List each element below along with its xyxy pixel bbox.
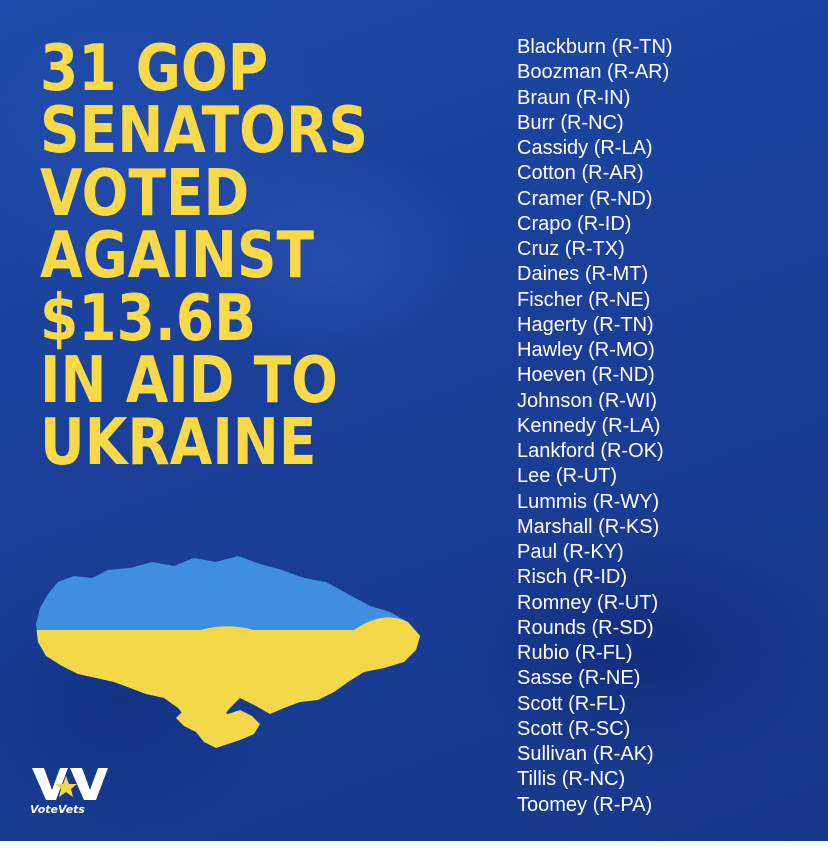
senator-item: Braun (R-IN)	[517, 86, 631, 109]
ukraine-flag-map-icon	[36, 556, 420, 748]
senator-item: Hoeven (R-ND)	[517, 364, 655, 387]
senator-item: Rounds (R-SD)	[517, 616, 654, 639]
senator-item: Daines (R-MT)	[517, 263, 649, 286]
senator-item: Lummis (R-WY)	[517, 490, 660, 513]
senator-item: Romney (R-UT)	[517, 591, 659, 614]
senator-item: Rubio (R-FL)	[517, 642, 633, 664]
senator-item: Sullivan (R-AK)	[517, 743, 654, 765]
senator-item: Lee (R-UT)	[517, 465, 618, 488]
logo-text: VoteVets	[30, 803, 85, 816]
headline: 31 GOP SENATORS VOTED AGAINST $13.6B IN …	[40, 32, 401, 481]
senator-item: Burr (R-NC)	[517, 111, 624, 134]
senator-item: Paul (R-KY)	[517, 541, 624, 563]
headline-line-7: UKRAINE	[40, 406, 317, 481]
senator-item: Hawley (R-MO)	[517, 339, 655, 361]
senator-item: Marshall (R-KS)	[517, 515, 660, 538]
votevets-logo: VoteVets	[30, 764, 120, 818]
headline-line-6: IN AID TO	[40, 344, 338, 419]
senator-item: Tillis (R-NC)	[517, 768, 626, 791]
headline-line-5: $13.6B	[40, 281, 257, 356]
senator-item: Cramer (R-ND)	[517, 187, 653, 210]
bottom-border	[0, 841, 828, 851]
senator-item: Scott (R-FL)	[517, 692, 626, 715]
senator-item: Lankford (R-OK)	[517, 440, 664, 462]
senator-item: Boozman (R-AR)	[517, 61, 670, 84]
senator-list: Blackburn (R-TN) Boozman (R-AR) Braun (R…	[517, 35, 673, 818]
senator-item: Cassidy (R-LA)	[517, 137, 653, 159]
senator-item: Johnson (R-WI)	[517, 389, 658, 412]
senator-item: Kennedy (R-LA)	[517, 414, 661, 437]
senator-item: Scott (R-SC)	[517, 717, 631, 740]
headline-line-3: VOTED	[40, 156, 250, 231]
senator-item: Toomey (R-PA)	[517, 793, 653, 816]
headline-line-2: SENATORS	[40, 94, 368, 169]
headline-line-4: AGAINST	[40, 219, 315, 294]
senator-item: Fischer (R-NE)	[517, 288, 651, 311]
headline-line-1: 31 GOP	[40, 32, 269, 106]
votevets-logo-icon	[32, 768, 108, 800]
senator-item: Blackburn (R-TN)	[517, 36, 673, 58]
senator-item: Hagerty (R-TN)	[517, 313, 654, 336]
senator-item: Cruz (R-TX)	[517, 238, 625, 260]
senator-item: Risch (R-ID)	[517, 566, 627, 589]
senator-item: Sasse (R-NE)	[517, 667, 641, 690]
senator-item: Cotton (R-AR)	[517, 162, 644, 185]
senator-item: Crapo (R-ID)	[517, 212, 632, 235]
